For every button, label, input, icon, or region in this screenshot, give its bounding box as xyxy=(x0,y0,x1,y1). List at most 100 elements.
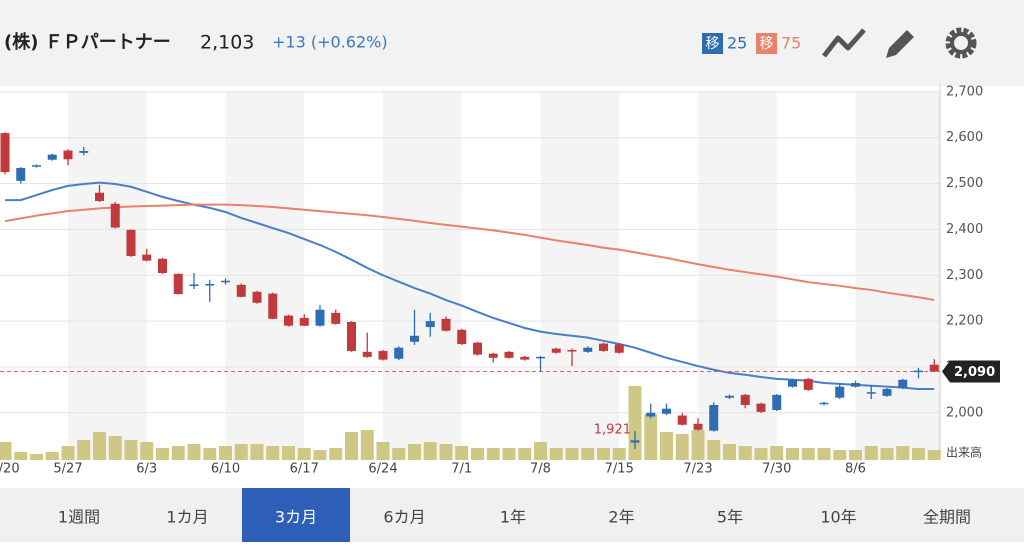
candle-body xyxy=(851,383,860,387)
volume-bar xyxy=(754,448,768,460)
legend-entry: 25 xyxy=(727,34,747,53)
candle-body xyxy=(504,351,514,358)
volume-bar xyxy=(187,444,201,460)
stock-name: (株) ＦＰパートナー xyxy=(4,31,171,53)
volume-bar xyxy=(297,448,311,460)
volume-bar xyxy=(565,448,579,460)
volume-bar xyxy=(518,448,532,460)
ma-line xyxy=(4,203,935,302)
candle-body xyxy=(583,347,593,352)
candle-body xyxy=(709,405,719,431)
volume-bar xyxy=(912,448,925,460)
candle-body xyxy=(173,273,183,295)
tab[interactable]: 5年 xyxy=(717,508,743,527)
candle-body xyxy=(914,370,923,373)
tab[interactable]: 3カ月 xyxy=(275,508,317,527)
candle-body xyxy=(347,322,356,351)
ma-legend[interactable]: 移 25 移 75 xyxy=(702,33,801,54)
volume-bar xyxy=(534,442,547,460)
volume-bar xyxy=(93,432,106,460)
volume-bar xyxy=(786,448,799,460)
candle-body xyxy=(205,283,215,286)
candle-body xyxy=(520,356,530,360)
candle-body xyxy=(221,280,230,283)
volume-bar xyxy=(770,446,784,460)
current-price-tag xyxy=(942,360,1000,383)
volume-bar xyxy=(250,444,264,460)
badge xyxy=(702,33,723,54)
tab[interactable]: 1週間 xyxy=(58,508,100,527)
volume-bar xyxy=(581,448,595,460)
volume-bar xyxy=(329,448,343,460)
tab[interactable]: 1年 xyxy=(500,508,526,527)
volume-bar xyxy=(266,446,280,460)
tab[interactable]: 6カ月 xyxy=(383,508,425,527)
y-tick-label: 2,600 xyxy=(946,130,983,145)
volume-bar xyxy=(45,452,59,460)
volume-bar xyxy=(0,442,12,460)
candle-body xyxy=(788,379,797,387)
y-tick-label: 2,400 xyxy=(946,222,983,237)
y-tick-label: 2,700 xyxy=(946,84,983,99)
volume-bar xyxy=(392,448,406,460)
candle-body xyxy=(630,440,640,443)
candle-body xyxy=(803,378,813,390)
y-tick-label: 2,500 xyxy=(946,176,983,191)
x-tick-label: 6/24 xyxy=(368,462,397,477)
candle-body xyxy=(236,284,246,297)
candle-body xyxy=(457,329,467,345)
candle-body xyxy=(362,351,372,357)
volume-bar xyxy=(14,452,28,460)
draw-icon[interactable] xyxy=(886,30,914,58)
x-tick-label: 7/8 xyxy=(530,462,551,477)
candle-body xyxy=(740,394,750,406)
change: +13 (+0.62%) xyxy=(272,33,388,52)
y-tick-label: 2,200 xyxy=(946,314,983,329)
plot: 2,0002,1002,2002,3002,4002,5002,6002,700… xyxy=(0,84,1000,477)
volume-bar xyxy=(408,444,421,460)
volume-bar xyxy=(313,450,327,460)
candle-body xyxy=(252,291,262,303)
candle-body xyxy=(567,349,577,352)
candle-body xyxy=(866,392,876,394)
volume-bar xyxy=(171,446,185,460)
candle-body xyxy=(394,347,404,359)
candle-body xyxy=(441,318,451,331)
x-tick-label: 8/6 xyxy=(845,462,866,477)
settings-icon[interactable] xyxy=(945,27,977,59)
chart-type-icon[interactable] xyxy=(822,28,866,58)
volume-bar xyxy=(849,450,862,460)
candle-body xyxy=(646,412,656,417)
x-tick-label: 7/23 xyxy=(683,462,712,477)
volume-bar xyxy=(219,446,232,460)
volume-bar xyxy=(61,446,75,460)
candle-body xyxy=(268,293,278,319)
badge-label: 移 xyxy=(706,36,720,52)
volume-bar xyxy=(203,448,217,460)
candle-body xyxy=(473,342,482,355)
volume-bar xyxy=(234,444,248,460)
candle-body xyxy=(599,343,608,351)
volume-bar xyxy=(801,448,815,460)
volume-bar xyxy=(880,448,894,460)
ma-line xyxy=(5,181,935,390)
volume-bar xyxy=(833,450,847,460)
tab[interactable]: 1カ月 xyxy=(166,508,208,527)
volume-bar xyxy=(864,446,878,460)
candle-body xyxy=(32,165,41,167)
tabs: 1週間 1カ月 3カ月 6カ月 1年 2年 5年 10年 全期間 xyxy=(58,488,971,542)
tab[interactable]: 10年 xyxy=(820,508,856,527)
volume-bar xyxy=(549,448,563,460)
volume-bar xyxy=(597,448,610,460)
candle-body xyxy=(756,403,766,412)
candle-body xyxy=(488,353,498,358)
tab[interactable]: 全期間 xyxy=(923,508,971,527)
x-tick-label: 7/1 xyxy=(451,462,472,477)
current-price-label: 2,090 xyxy=(954,365,995,380)
volume-bar xyxy=(360,430,374,460)
volume-bar xyxy=(455,446,469,460)
candle-body xyxy=(16,167,26,181)
candle-body xyxy=(378,350,388,360)
tab[interactable]: 2年 xyxy=(608,508,634,527)
volume-bar xyxy=(660,432,673,460)
